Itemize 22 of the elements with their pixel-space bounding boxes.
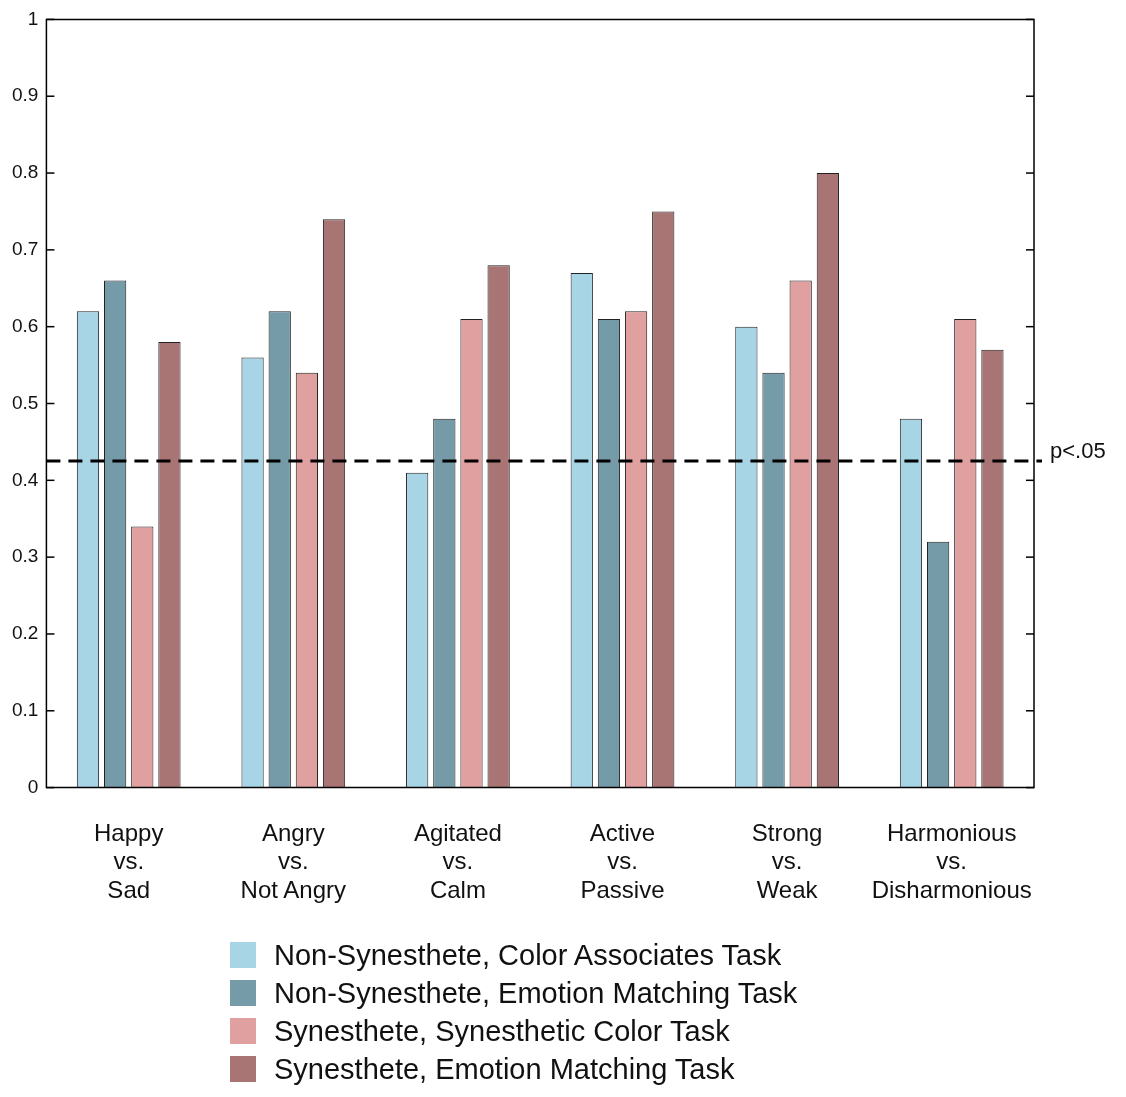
x-tick-label: Happy vs. Sad (94, 818, 164, 904)
y-tick-label: 1 (27, 7, 39, 29)
ref-line-label: p<.05 (1050, 438, 1106, 464)
y-tick-label: 0.3 (11, 545, 39, 567)
y-tick-label: 0.1 (11, 699, 39, 721)
y-tick-label: 0.5 (11, 391, 39, 413)
legend-label: Non-Synesthete, Color Associates Task (274, 938, 782, 972)
y-tick-label: 0.6 (11, 314, 39, 336)
y-tick-label: 0.2 (11, 622, 39, 644)
legend-label: Synesthete, Synesthetic Color Task (274, 1014, 730, 1048)
x-tick-label: Angry vs. Not Angry (240, 818, 346, 904)
x-tick-label: Harmonious vs. Disharmonious (871, 818, 1032, 904)
x-tick-label: Agitated vs. Calm (413, 818, 502, 904)
legend-label: Synesthete, Emotion Matching Task (274, 1052, 735, 1086)
y-tick-label: 0.4 (11, 468, 39, 490)
y-tick-label: 0.9 (11, 84, 39, 106)
x-tick-label: Strong vs. Weak (751, 818, 823, 904)
y-tick-label: 0.8 (11, 161, 39, 183)
x-tick-label: Active vs. Passive (580, 818, 665, 904)
y-tick-label: 0.7 (11, 238, 39, 260)
y-tick-label: 0 (27, 775, 39, 797)
legend-label: Non-Synesthete, Emotion Matching Task (274, 976, 798, 1010)
